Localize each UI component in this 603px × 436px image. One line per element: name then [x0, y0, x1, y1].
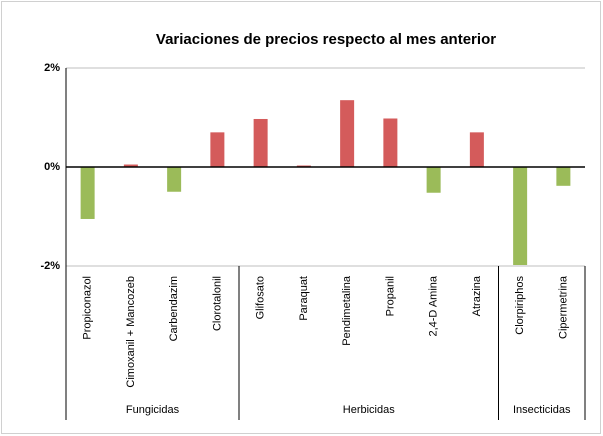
bar: [123, 164, 138, 167]
bar: [210, 132, 225, 167]
y-tick-label: 2%: [44, 62, 60, 74]
x-tick-label: Pendimetalina: [341, 275, 353, 346]
chart-title: Variaciones de precios respecto al mes a…: [156, 31, 496, 48]
bar: [167, 167, 182, 192]
x-tick-label: Glifosato: [255, 276, 267, 319]
bar: [469, 132, 484, 167]
group-label: Herbicidas: [343, 404, 395, 416]
x-tick-label: 2,4-D Amina: [428, 275, 440, 336]
y-tick-label: -2%: [40, 260, 60, 272]
bar: [513, 167, 528, 266]
x-tick-label: Atrazina: [471, 275, 483, 316]
x-tick-label: Cimoxanil + Mancozeb: [125, 276, 137, 388]
x-tick-label: Paraquat: [298, 276, 310, 321]
bar: [340, 100, 355, 167]
bar: [80, 167, 95, 219]
group-label: Fungicidas: [126, 404, 180, 416]
x-tick-label: Clorotalonil: [211, 276, 223, 331]
group-label: Insecticidas: [513, 404, 571, 416]
bar: [253, 118, 268, 167]
bar: [426, 167, 441, 193]
x-tick-label: Carbendazim: [168, 276, 180, 341]
x-tick-label: Cipermetrina: [557, 275, 569, 339]
x-tick-label: Propiconazol: [82, 276, 94, 340]
bar: [556, 167, 571, 186]
y-tick-label: 0%: [44, 161, 60, 173]
x-tick-label: Clorpiriphos: [514, 276, 526, 335]
bar: [383, 118, 398, 167]
x-tick-label: Propanil: [384, 276, 396, 316]
